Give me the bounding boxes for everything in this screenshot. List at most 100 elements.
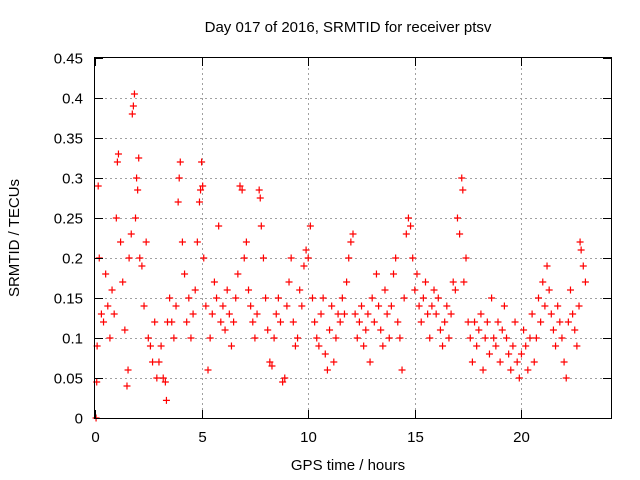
data-point-marker: [272, 310, 280, 318]
data-point-marker: [187, 334, 195, 342]
data-point-marker: [507, 366, 515, 374]
data-point-marker: [294, 334, 302, 342]
data-point-marker: [185, 294, 193, 302]
data-point-marker: [217, 318, 225, 326]
y-tick-label: 0.1: [62, 331, 83, 348]
data-point-marker: [215, 222, 223, 230]
y-tick-label: 0: [75, 411, 83, 428]
data-point-marker: [500, 302, 508, 310]
data-point-marker: [257, 222, 265, 230]
data-point-marker: [127, 230, 135, 238]
data-point-marker: [471, 318, 479, 326]
data-point-marker: [225, 310, 233, 318]
data-point-marker: [398, 366, 406, 374]
data-point-marker: [326, 326, 334, 334]
data-point-marker: [133, 174, 141, 182]
data-point-marker: [313, 334, 321, 342]
data-point-marker: [528, 310, 536, 318]
data-point-marker: [532, 334, 540, 342]
y-tick-label: 0.15: [54, 291, 83, 308]
data-point-marker: [522, 342, 530, 350]
data-point-marker: [340, 310, 348, 318]
data-point-marker: [353, 334, 361, 342]
data-point-marker: [515, 374, 523, 382]
data-point-marker: [175, 174, 183, 182]
data-point-marker: [421, 278, 429, 286]
data-point-marker: [199, 182, 207, 190]
data-point-marker: [483, 318, 491, 326]
data-point-marker: [104, 302, 112, 310]
y-axis-title: SRMTID / TECUs: [6, 179, 23, 297]
data-point-marker: [498, 326, 506, 334]
data-point-marker: [132, 214, 140, 222]
data-point-marker: [494, 318, 502, 326]
data-point-marker: [262, 294, 270, 302]
data-point-marker: [481, 334, 489, 342]
data-point-marker: [453, 214, 461, 222]
data-point-marker: [285, 278, 293, 286]
data-point-marker: [417, 318, 425, 326]
data-point-marker: [97, 310, 105, 318]
data-point-marker: [142, 238, 150, 246]
data-points: [92, 90, 589, 422]
data-point-marker: [394, 318, 402, 326]
data-point-marker: [198, 158, 206, 166]
data-point-marker: [311, 318, 319, 326]
data-point-marker: [315, 342, 323, 350]
data-point-marker: [558, 334, 566, 342]
data-point-marker: [505, 350, 513, 358]
y-tick-label: 0.3: [62, 171, 83, 188]
data-point-marker: [379, 342, 387, 350]
data-point-marker: [347, 238, 355, 246]
data-point-marker: [146, 342, 154, 350]
data-point-marker: [466, 334, 474, 342]
grid-lines: [95, 58, 611, 418]
data-point-marker: [415, 302, 423, 310]
data-point-marker: [411, 286, 419, 294]
data-point-marker: [176, 158, 184, 166]
data-point-marker: [407, 222, 415, 230]
data-point-marker: [485, 350, 493, 358]
data-point-marker: [330, 358, 338, 366]
data-point-marker: [460, 278, 468, 286]
data-point-marker: [358, 302, 366, 310]
data-point-marker: [375, 302, 383, 310]
data-point-marker: [300, 262, 308, 270]
data-point-marker: [526, 334, 534, 342]
data-point-marker: [135, 154, 143, 162]
data-point-marker: [108, 286, 116, 294]
data-point-marker: [468, 358, 476, 366]
data-point-marker: [428, 302, 436, 310]
data-point-marker: [509, 342, 517, 350]
data-point-marker: [289, 318, 297, 326]
data-point-marker: [364, 310, 372, 318]
y-tick-label: 0.05: [54, 371, 83, 388]
data-point-marker: [247, 302, 255, 310]
data-point-marker: [249, 318, 257, 326]
data-point-marker: [223, 286, 231, 294]
data-point-marker: [562, 374, 570, 382]
data-point-marker: [319, 294, 327, 302]
data-point-marker: [204, 366, 212, 374]
data-point-marker: [274, 294, 282, 302]
data-point-marker: [517, 350, 525, 358]
data-point-marker: [400, 294, 408, 302]
data-point-marker: [513, 358, 521, 366]
data-point-marker: [213, 294, 221, 302]
data-point-marker: [366, 358, 374, 366]
data-point-marker: [464, 318, 472, 326]
data-point-marker: [183, 318, 191, 326]
data-point-marker: [113, 158, 121, 166]
data-point-marker: [430, 286, 438, 294]
data-point-marker: [193, 238, 201, 246]
data-point-marker: [372, 270, 380, 278]
data-point-marker: [530, 358, 538, 366]
data-point-marker: [385, 334, 393, 342]
data-point-marker: [413, 270, 421, 278]
data-point-marker: [161, 378, 169, 386]
data-point-marker: [94, 182, 102, 190]
data-point-marker: [227, 342, 235, 350]
data-point-marker: [383, 310, 391, 318]
data-point-marker: [462, 254, 470, 262]
data-point-marker: [317, 310, 325, 318]
